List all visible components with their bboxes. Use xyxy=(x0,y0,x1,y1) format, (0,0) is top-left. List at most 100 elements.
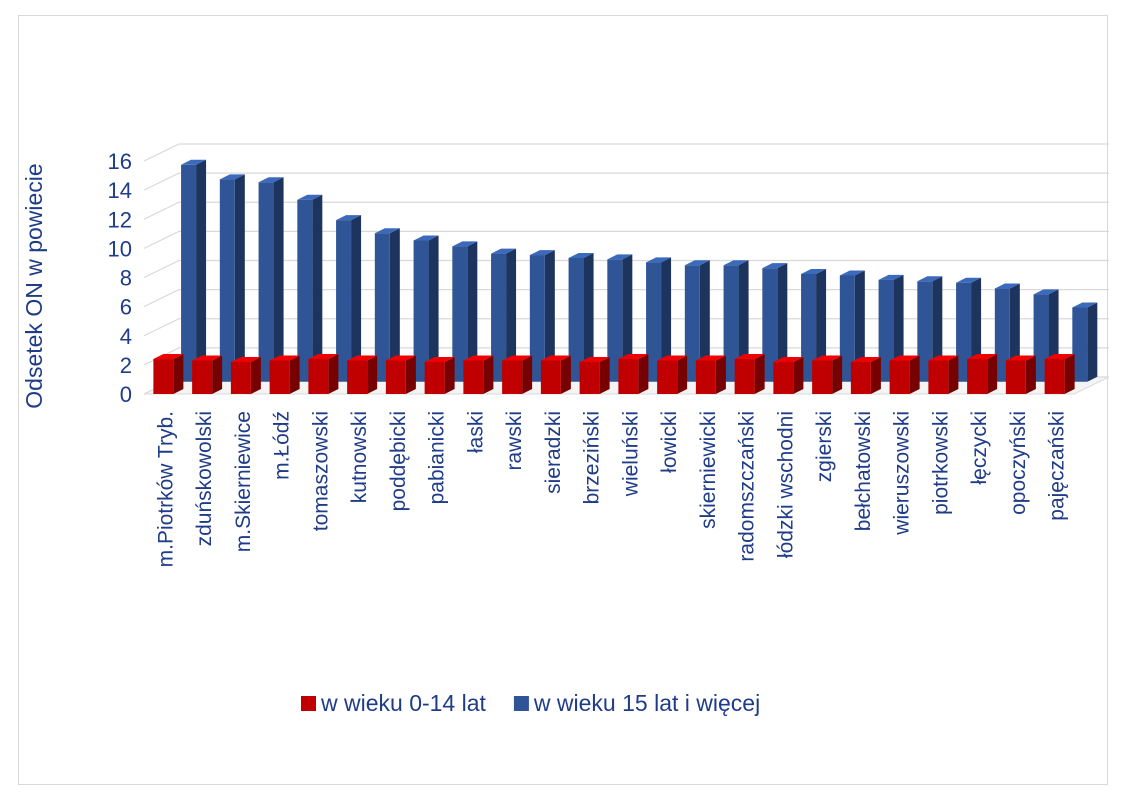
bar-15plus xyxy=(684,260,710,382)
bar-0-14-side xyxy=(948,355,959,394)
bar-15plus xyxy=(219,174,245,382)
bar-0-14-face xyxy=(928,360,949,394)
bar-15plus-side xyxy=(777,263,788,382)
bar-15plus-side xyxy=(196,159,207,382)
bar-0-14-top xyxy=(153,354,184,360)
legend-swatch xyxy=(513,696,529,711)
bar-15plus xyxy=(878,274,904,382)
bar-15plus xyxy=(646,257,672,382)
bar-0-14 xyxy=(695,355,726,394)
bar-0-14-top xyxy=(502,355,533,361)
bar-0-14-side xyxy=(560,355,571,394)
bar-0-14-side xyxy=(677,355,688,394)
bar-15plus-top xyxy=(839,270,865,276)
bar-0-14 xyxy=(812,355,843,394)
bar-0-14-face xyxy=(230,361,251,394)
bar-0-14-face xyxy=(424,361,445,394)
gridline xyxy=(143,201,1109,220)
bar-0-14-face xyxy=(773,361,794,394)
bar-0-14-side xyxy=(328,354,339,394)
bar-0-14-top xyxy=(269,355,300,361)
bar-0-14-face xyxy=(850,361,871,394)
bar-0-14-top xyxy=(889,355,920,361)
bar-15plus xyxy=(568,252,594,382)
bar-15plus-top xyxy=(181,159,207,165)
y-tick-label: 8 xyxy=(120,266,132,291)
x-category-label: pabianicki xyxy=(426,411,449,504)
x-axis-categories: m.Piotrków Tryb. zduńskowolski m.Skierniew… xyxy=(154,411,1068,567)
bar-0-14 xyxy=(153,354,184,394)
bar-15plus-face xyxy=(762,268,778,382)
bar-0-14 xyxy=(540,355,571,394)
bar-15plus-face xyxy=(646,262,662,382)
bar-15plus xyxy=(413,235,439,382)
gridline xyxy=(143,259,1109,279)
bar-15plus-face xyxy=(529,255,545,382)
bar-15plus-side xyxy=(351,215,362,382)
bar-15plus-top xyxy=(762,263,788,269)
bar-0-14-side xyxy=(250,356,261,394)
bar-0-14 xyxy=(889,355,920,394)
bar-0-14-face xyxy=(889,360,910,394)
bar-0-14-face xyxy=(192,360,213,394)
bar-0-14-side xyxy=(870,356,881,394)
bar-0-14-side xyxy=(1064,354,1075,394)
bar-0-14-side xyxy=(483,355,494,394)
y-tick-label: 16 xyxy=(108,149,132,174)
bar-15plus-top xyxy=(1072,302,1098,308)
bar-15plus-top xyxy=(258,177,284,183)
bar-0-14 xyxy=(424,356,455,394)
bar-15plus-side xyxy=(544,250,555,382)
bar-0-14-side xyxy=(832,355,843,394)
bar-0-14 xyxy=(734,354,765,394)
x-category-label: wieluński xyxy=(619,411,642,497)
bar-0-14 xyxy=(308,354,339,394)
bar-0-14-face xyxy=(347,360,368,394)
bar-0-14 xyxy=(463,355,494,394)
bar-0-14-side xyxy=(405,355,416,394)
x-category-label: poddębicki xyxy=(387,411,410,511)
bar-0-14 xyxy=(347,355,378,394)
bar-15plus-side xyxy=(428,235,439,382)
bar-15plus xyxy=(1072,302,1098,382)
bar-15plus-face xyxy=(917,281,933,382)
x-category-label: rawski xyxy=(503,411,526,471)
bar-0-14-side xyxy=(793,356,804,394)
bar-0-14 xyxy=(850,356,881,394)
y-axis-label: Odsetek ON w powiecie xyxy=(21,163,47,408)
x-category-label: radomszczański xyxy=(736,411,759,562)
x-category-label: kutnowski xyxy=(348,411,371,503)
bar-15plus-top xyxy=(219,174,245,180)
bar-15plus-face xyxy=(297,199,313,382)
bar-15plus-top xyxy=(878,274,904,280)
bar-15plus-top xyxy=(956,277,982,283)
x-category-label: tomaszowski xyxy=(309,411,332,531)
bar-0-14-top xyxy=(230,356,261,362)
bar-0-14-face xyxy=(695,360,716,394)
bar-15plus xyxy=(917,276,943,382)
bar-0-14-face xyxy=(657,360,678,394)
bar-0-14 xyxy=(192,355,223,394)
bar-0-14-face xyxy=(579,361,600,394)
bar-15plus-face xyxy=(723,265,739,382)
bar-0-14 xyxy=(657,355,688,394)
bar-0-14-side xyxy=(367,355,378,394)
bars-series-front xyxy=(153,354,1075,394)
bar-0-14-side xyxy=(212,355,223,394)
bar-0-14 xyxy=(502,355,533,394)
bar-0-14-face xyxy=(734,359,755,394)
bar-15plus-face xyxy=(607,259,623,382)
bars-series-back xyxy=(181,159,1098,382)
bar-15plus xyxy=(297,194,323,382)
bar-0-14-side xyxy=(1025,355,1036,394)
bar-0-14-side xyxy=(715,355,726,394)
bar-0-14-face xyxy=(502,360,523,394)
bar-0-14 xyxy=(967,354,998,394)
bar-15plus xyxy=(762,263,788,382)
bar-0-14-top xyxy=(695,355,726,361)
y-tick-label: 6 xyxy=(120,295,132,320)
bar-0-14-face xyxy=(269,360,290,394)
y-axis-ticks: 0 2 4 6 8 10 12 14 16 xyxy=(108,149,132,407)
legend-swatch xyxy=(301,696,316,711)
bar-0-14 xyxy=(385,355,416,394)
